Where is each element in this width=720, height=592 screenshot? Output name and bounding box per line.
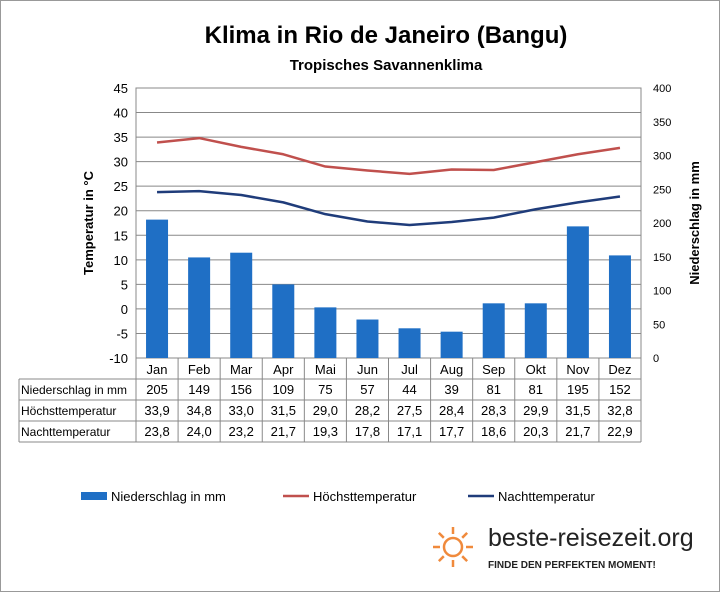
y-left-tick-label: 20 xyxy=(114,204,128,219)
table-cell: 23,2 xyxy=(229,424,254,439)
table-cell: 205 xyxy=(146,382,168,397)
y-right-tick-label: 300 xyxy=(653,151,671,163)
y-left-tick-label: 10 xyxy=(114,253,128,268)
y-left-tick-label: 40 xyxy=(114,106,128,121)
bar-Feb xyxy=(188,257,211,358)
table-cell: 152 xyxy=(609,382,631,397)
x-tick-label: Jun xyxy=(357,362,378,377)
x-tick-label: Feb xyxy=(188,362,210,377)
y-right-tick-label: 250 xyxy=(653,184,671,196)
table-cell: 27,5 xyxy=(397,403,422,418)
y-left-tick-label: 25 xyxy=(114,179,128,194)
bar-Mar xyxy=(230,252,253,358)
x-tick-label: Mai xyxy=(315,362,336,377)
table-cell: 28,2 xyxy=(355,403,380,418)
y-left-tick-label: 30 xyxy=(114,155,128,170)
table-cell: 57 xyxy=(360,382,374,397)
y-left-tick-label: -10 xyxy=(109,351,128,366)
table-cell: 44 xyxy=(402,382,416,397)
table-cell: 28,3 xyxy=(481,403,506,418)
table-row-label: Niederschlag in mm xyxy=(21,383,127,397)
x-tick-label: Mar xyxy=(230,362,253,377)
y-right-tick-label: 50 xyxy=(653,319,665,331)
table-cell: 21,7 xyxy=(271,424,296,439)
y-right-tick-label: 350 xyxy=(653,117,671,129)
x-tick-label: Jan xyxy=(147,362,168,377)
x-tick-label: Okt xyxy=(526,362,547,377)
line-night xyxy=(157,189,621,227)
y-left-tick-label: -5 xyxy=(116,326,128,341)
table-cell: 33,0 xyxy=(229,403,254,418)
table-cell: 34,8 xyxy=(186,403,211,418)
bar-Aug xyxy=(440,331,463,358)
table-cell: 39 xyxy=(444,382,458,397)
x-tick-label: Apr xyxy=(273,362,294,377)
table-row-label: Nachttemperatur xyxy=(21,425,110,439)
chart-subtitle: Tropisches Savannenklima xyxy=(290,57,483,74)
bar-Jan xyxy=(146,219,169,358)
y-right-tick-label: 150 xyxy=(653,252,671,264)
table-cell: 17,1 xyxy=(397,424,422,439)
table-cell: 195 xyxy=(567,382,589,397)
bar-Jun xyxy=(356,319,379,358)
table-cell: 29,0 xyxy=(313,403,338,418)
line-high xyxy=(156,136,621,176)
table-cell: 17,7 xyxy=(439,424,464,439)
table-cell: 31,5 xyxy=(271,403,296,418)
table-cell: 24,0 xyxy=(186,424,211,439)
table-cell: 156 xyxy=(230,382,252,397)
table-cell: 22,9 xyxy=(607,424,632,439)
table-cell: 81 xyxy=(486,382,500,397)
bar-Okt xyxy=(524,303,547,358)
legend-label: Niederschlag in mm xyxy=(111,489,226,504)
bar-Sep xyxy=(482,303,505,358)
sun-icon xyxy=(433,527,473,567)
y-left-tick-label: 5 xyxy=(121,277,128,292)
logo-text: beste-reisezeit.org xyxy=(488,524,694,552)
x-tick-label: Nov xyxy=(566,362,590,377)
y-left-tick-label: 15 xyxy=(114,228,128,243)
bar-Nov xyxy=(566,226,589,358)
table-cell: 23,8 xyxy=(144,424,169,439)
bar-Mai xyxy=(314,307,337,358)
y-right-tick-label: 100 xyxy=(653,286,671,298)
table-cell: 20,3 xyxy=(523,424,548,439)
bar-Dez xyxy=(608,255,631,358)
x-tick-label: Jul xyxy=(401,362,418,377)
y-right-tick-label: 200 xyxy=(653,218,671,230)
legend-label: Höchsttemperatur xyxy=(313,489,417,504)
y-right-tick-label: 400 xyxy=(653,83,671,95)
y-left-tick-label: 0 xyxy=(121,302,128,317)
table-cell: 28,4 xyxy=(439,403,464,418)
table-cell: 17,8 xyxy=(355,424,380,439)
y-left-label: Temperatur in °C xyxy=(81,170,96,275)
table-cell: 29,9 xyxy=(523,403,548,418)
table-cell: 19,3 xyxy=(313,424,338,439)
legend-label: Nachttemperatur xyxy=(498,489,595,504)
table-cell: 21,7 xyxy=(565,424,590,439)
chart-title: Klima in Rio de Janeiro (Bangu) xyxy=(205,22,568,49)
y-left-tick-label: 35 xyxy=(114,130,128,145)
table-row-label: Höchsttemperatur xyxy=(21,404,116,418)
logo-tagline: FINDE DEN PERFEKTEN MOMENT! xyxy=(488,560,656,571)
legend-swatch xyxy=(81,492,107,500)
table-cell: 32,8 xyxy=(607,403,632,418)
table-cell: 149 xyxy=(188,382,210,397)
table-cell: 31,5 xyxy=(565,403,590,418)
y-right-label: Niederschlag in mm xyxy=(687,161,702,285)
x-tick-label: Aug xyxy=(440,362,463,377)
y-right-tick-label: 0 xyxy=(653,353,659,365)
y-left-tick-label: 45 xyxy=(114,81,128,96)
table-cell: 109 xyxy=(272,382,294,397)
table-cell: 33,9 xyxy=(144,403,169,418)
x-tick-label: Sep xyxy=(482,362,505,377)
bar-Apr xyxy=(272,284,295,358)
bar-Jul xyxy=(398,328,421,358)
table-cell: 18,6 xyxy=(481,424,506,439)
table-cell: 75 xyxy=(318,382,332,397)
x-tick-label: Dez xyxy=(608,362,631,377)
table-cell: 81 xyxy=(529,382,543,397)
